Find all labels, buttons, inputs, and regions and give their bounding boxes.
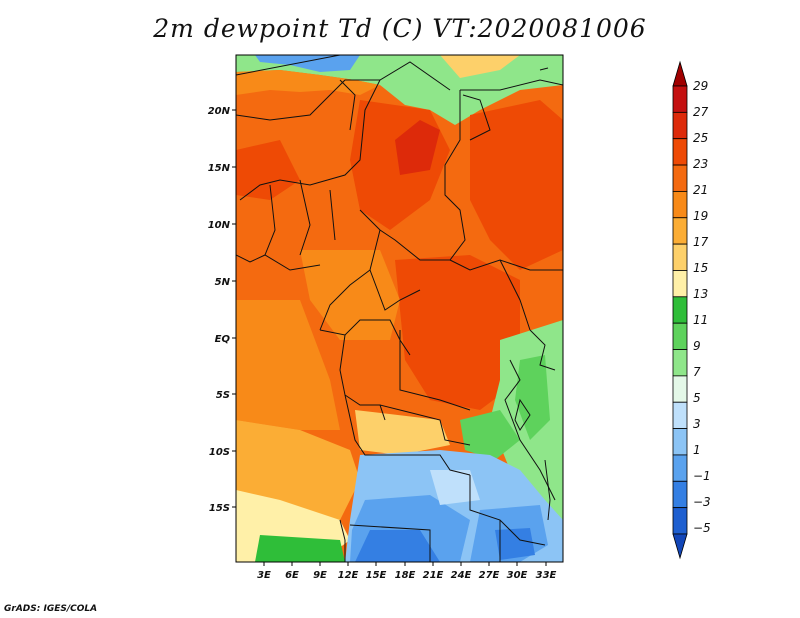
colorbar-label: 25 [693, 131, 708, 145]
lon-label: 18E [395, 570, 416, 581]
lat-label: 10S [209, 447, 230, 458]
colorbar-label: 11 [693, 313, 708, 327]
colorbar-segment [672, 85, 688, 113]
colorbar-label: 13 [693, 287, 708, 301]
lon-label: 24E [451, 570, 472, 581]
colorbar-label: 5 [693, 391, 701, 405]
colorbar-label: 23 [693, 157, 708, 171]
colorbar-label: 27 [693, 105, 709, 119]
colorbar-label: −5 [693, 521, 711, 535]
software-credit: GrADS: IGES/COLA [4, 604, 98, 614]
lat-labels: 20N 15N 10N 5N EQ 5S 10S 15S [208, 106, 231, 514]
colorbar-segment [672, 375, 688, 403]
map-title: 2m dewpoint Td (C) VT:2020081006 [153, 14, 647, 43]
colorbar-segment [672, 270, 688, 298]
colorbar-segment [672, 322, 688, 350]
dewpoint-field [236, 55, 563, 562]
colorbar-label: 1 [693, 443, 701, 457]
colorbar-segment [672, 401, 688, 429]
colorbar-segment [672, 428, 688, 456]
colorbar-label: −3 [693, 495, 711, 509]
lat-label: 15N [208, 163, 231, 174]
colorbar-labels: 29 27 25 23 21 19 17 15 13 11 9 7 5 3 1 … [693, 79, 711, 535]
map-frame [235, 54, 564, 563]
lat-label: 5N [215, 277, 231, 288]
lon-label: 21E [423, 570, 444, 581]
colorbar-segment [672, 454, 688, 482]
lon-label: 33E [536, 570, 557, 581]
colorbar-segment [672, 349, 688, 377]
lat-label: 20N [208, 106, 231, 117]
colorbar-label: 3 [693, 417, 701, 431]
lon-labels: 3E 6E 9E 12E 15E 18E 21E 24E 27E 30E 33E [257, 570, 556, 581]
colorbar-segment [672, 217, 688, 245]
colorbar [672, 60, 688, 560]
lon-label: 15E [366, 570, 387, 581]
colorbar-segment [672, 138, 688, 166]
colorbar-segment [672, 111, 688, 140]
colorbar-segment [672, 533, 688, 560]
lon-label: 12E [338, 570, 359, 581]
colorbar-label: 15 [693, 261, 708, 275]
axis-ticks [232, 109, 547, 566]
colorbar-segment [672, 191, 688, 219]
colorbar-label: 19 [693, 209, 708, 223]
lon-label: 6E [285, 570, 299, 581]
colorbar-segment [672, 60, 688, 87]
lat-label: 10N [208, 220, 231, 231]
colorbar-segment [672, 507, 688, 535]
colorbar-label: 21 [693, 183, 708, 197]
lon-label: 30E [507, 570, 528, 581]
lat-label: 5S [216, 390, 230, 401]
lon-label: 27E [479, 570, 500, 581]
colorbar-label: 29 [693, 79, 708, 93]
colorbar-label: 7 [693, 365, 701, 379]
colorbar-label: −1 [693, 469, 711, 483]
lat-label: 15S [209, 503, 230, 514]
lon-label: 9E [313, 570, 327, 581]
colorbar-segment [672, 480, 688, 509]
colorbar-label: 9 [693, 339, 701, 353]
lat-label: EQ [215, 334, 231, 345]
colorbar-segment [672, 164, 688, 192]
country-borders [236, 55, 563, 562]
colorbar-segment [672, 296, 688, 324]
lon-label: 3E [257, 570, 271, 581]
colorbar-label: 17 [693, 235, 709, 249]
colorbar-segment [672, 243, 688, 271]
